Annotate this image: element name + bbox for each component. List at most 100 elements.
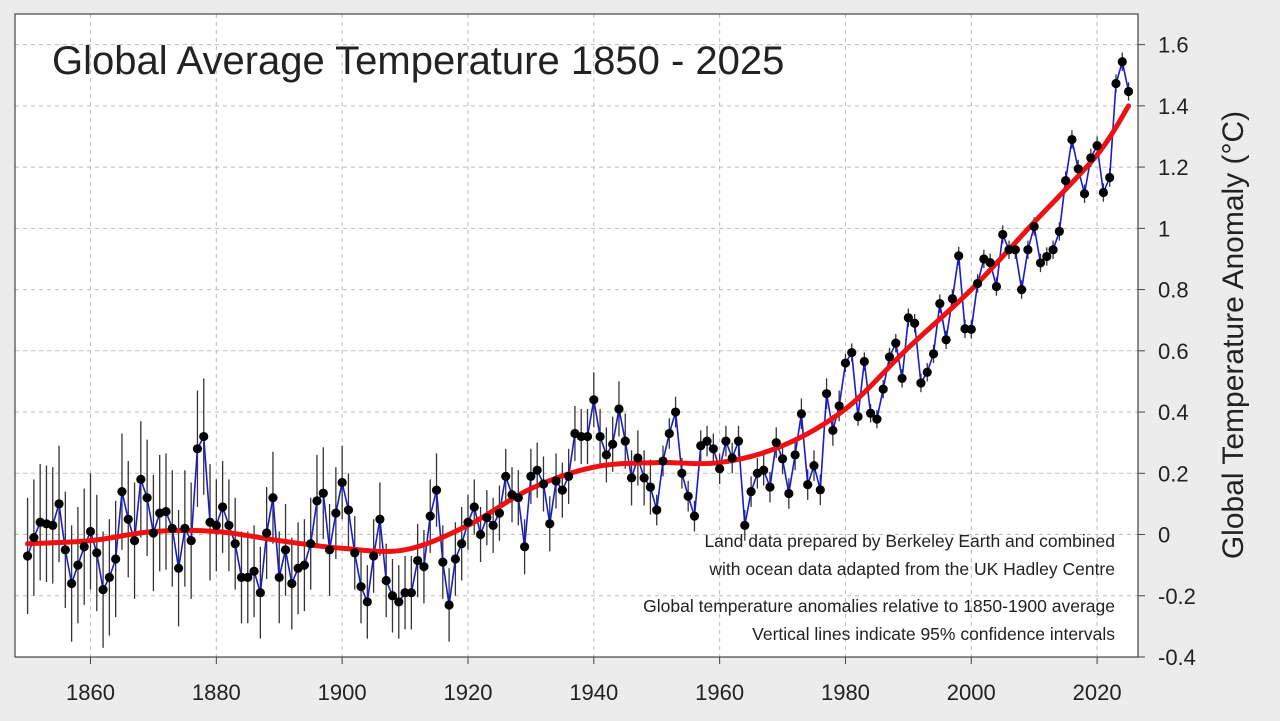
y-tick-label: 0.2 xyxy=(1158,461,1189,486)
data-point xyxy=(136,474,146,485)
y-tick-label: 1.2 xyxy=(1158,155,1189,180)
data-point xyxy=(236,572,247,582)
data-point xyxy=(306,539,316,549)
data-point xyxy=(1111,78,1121,89)
data-point xyxy=(891,338,901,348)
data-point xyxy=(847,348,857,358)
data-point xyxy=(167,523,177,534)
data-point xyxy=(796,409,807,419)
data-point xyxy=(941,335,951,345)
data-point xyxy=(387,591,398,601)
data-point xyxy=(199,431,209,442)
data-point xyxy=(557,485,567,495)
data-point xyxy=(935,299,945,309)
data-point xyxy=(1023,245,1033,255)
data-point xyxy=(318,488,328,498)
data-point xyxy=(173,563,184,573)
data-point xyxy=(1004,245,1014,255)
data-point xyxy=(186,536,196,546)
data-point xyxy=(903,313,913,323)
data-point xyxy=(910,318,920,328)
data-point xyxy=(148,528,159,538)
data-point xyxy=(966,324,976,334)
data-point xyxy=(866,408,876,418)
data-point xyxy=(840,358,851,368)
data-point xyxy=(614,404,624,414)
plot-area xyxy=(15,14,1138,657)
data-point xyxy=(683,491,693,501)
data-point xyxy=(721,436,731,446)
data-point xyxy=(1098,187,1108,198)
data-point xyxy=(708,444,718,454)
data-point xyxy=(733,436,744,446)
data-point xyxy=(180,523,190,534)
data-point xyxy=(230,539,240,549)
data-point xyxy=(299,560,310,570)
data-point xyxy=(815,485,825,495)
data-point xyxy=(532,465,542,475)
data-point xyxy=(350,548,360,558)
data-point xyxy=(129,536,140,546)
y-tick-label: 0 xyxy=(1158,523,1170,548)
data-point xyxy=(268,493,278,503)
data-point xyxy=(1105,172,1115,183)
data-point xyxy=(67,578,77,589)
data-point xyxy=(494,508,505,518)
data-point xyxy=(92,548,102,558)
data-point xyxy=(375,514,385,524)
x-tick-label: 1940 xyxy=(569,680,618,705)
data-point xyxy=(413,555,423,566)
data-point xyxy=(249,566,259,576)
data-point xyxy=(1123,86,1134,97)
data-point xyxy=(954,251,964,261)
data-point xyxy=(1048,245,1058,255)
data-point xyxy=(746,487,756,497)
data-point xyxy=(224,520,234,530)
data-point xyxy=(117,487,127,497)
data-point xyxy=(475,529,486,540)
data-point xyxy=(85,526,96,537)
data-point xyxy=(255,588,265,598)
data-point xyxy=(828,425,838,436)
data-point xyxy=(790,450,800,460)
annotation-line-2: with ocean data adapted from the UK Hadl… xyxy=(708,559,1115,579)
data-point xyxy=(1035,258,1046,268)
data-point xyxy=(1017,284,1027,295)
chart-title: Global Average Temperature 1850 - 2025 xyxy=(52,39,784,83)
data-point xyxy=(501,471,511,481)
data-point xyxy=(696,441,706,451)
data-point xyxy=(809,461,819,471)
data-point xyxy=(715,464,725,474)
data-point xyxy=(1079,189,1090,199)
data-point xyxy=(243,572,253,582)
x-tick-label: 1900 xyxy=(318,680,367,705)
data-point xyxy=(689,511,700,521)
y-tick-label: -0.4 xyxy=(1158,645,1196,670)
data-point xyxy=(406,588,416,598)
x-tick-label: 1980 xyxy=(821,680,870,705)
data-point xyxy=(985,258,995,268)
data-point xyxy=(312,496,322,506)
data-point xyxy=(601,450,611,460)
data-point xyxy=(834,401,844,411)
data-point xyxy=(608,439,618,449)
data-point xyxy=(29,532,39,543)
data-point xyxy=(419,562,429,572)
data-point xyxy=(1092,141,1102,151)
y-tick-label: 1.6 xyxy=(1158,33,1189,58)
data-point xyxy=(513,493,523,503)
data-point xyxy=(1073,164,1083,174)
data-point xyxy=(161,506,171,517)
data-point xyxy=(123,514,133,524)
data-point xyxy=(853,412,863,422)
data-point xyxy=(545,519,555,529)
x-tick-label: 1960 xyxy=(695,680,744,705)
data-point xyxy=(998,229,1008,240)
data-point xyxy=(142,493,152,503)
data-point xyxy=(444,600,454,610)
data-point xyxy=(803,480,813,490)
y-tick-label: 1 xyxy=(1158,216,1170,241)
data-point xyxy=(343,505,354,515)
data-point xyxy=(22,551,33,561)
data-point xyxy=(104,572,114,582)
